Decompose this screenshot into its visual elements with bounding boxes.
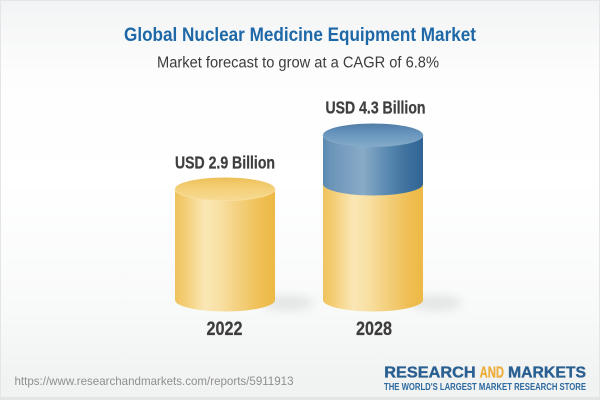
svg-text:Market forecast to grow at a C: Market forecast to grow at a CAGR of 6.8… [157, 54, 439, 71]
svg-text:Global Nuclear Medicine Equipm: Global Nuclear Medicine Equipment Market [124, 24, 476, 46]
svg-text:THE WORLD'S LARGEST MARKET RES: THE WORLD'S LARGEST MARKET RESEARCH STOR… [384, 382, 586, 393]
svg-text:MARKETS: MARKETS [508, 365, 586, 382]
svg-text:AND: AND [480, 365, 504, 382]
svg-text:2028: 2028 [356, 318, 392, 340]
svg-text:RESEARCH: RESEARCH [384, 365, 475, 382]
svg-text:USD 2.9 Billion: USD 2.9 Billion [175, 153, 275, 173]
svg-text:USD 4.3 Billion: USD 4.3 Billion [326, 97, 426, 117]
svg-text:https://www.researchandmarkets: https://www.researchandmarkets.com/repor… [15, 374, 294, 388]
svg-text:2022: 2022 [207, 318, 243, 340]
